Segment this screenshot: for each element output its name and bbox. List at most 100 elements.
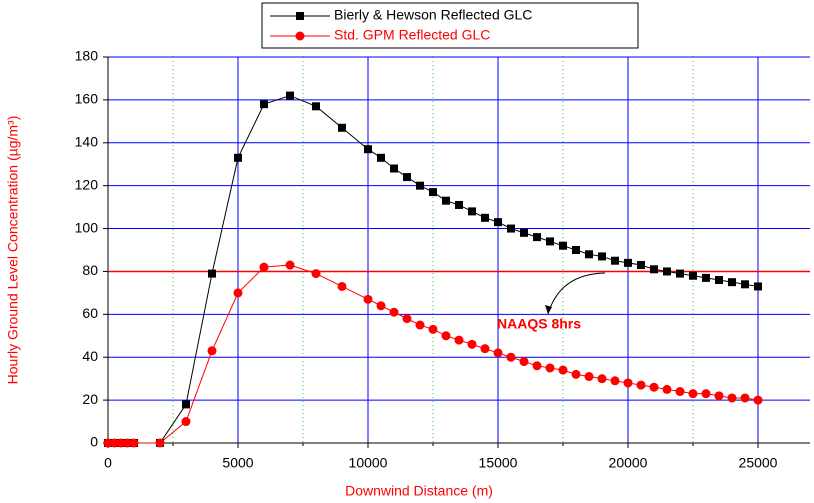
marker xyxy=(129,438,139,448)
marker xyxy=(532,361,542,371)
marker xyxy=(481,213,489,222)
marker xyxy=(123,438,132,448)
y-tick-label: 140 xyxy=(75,133,99,149)
marker xyxy=(402,314,412,324)
marker xyxy=(377,153,385,162)
marker xyxy=(637,261,645,270)
marker xyxy=(533,233,541,242)
legend-label: Std. GPM Reflected GLC xyxy=(334,27,490,43)
marker xyxy=(649,382,659,392)
marker xyxy=(753,395,763,405)
marker xyxy=(494,218,502,227)
marker xyxy=(337,281,347,291)
y-tick-label: 180 xyxy=(75,48,99,64)
y-tick-label: 100 xyxy=(75,219,99,235)
marker xyxy=(611,256,619,265)
marker xyxy=(467,339,477,349)
series-line xyxy=(108,264,759,444)
marker xyxy=(207,346,217,356)
y-tick-label: 160 xyxy=(75,91,99,107)
marker xyxy=(624,258,632,267)
marker xyxy=(650,265,658,274)
marker xyxy=(363,294,373,304)
marker xyxy=(558,365,568,375)
marker xyxy=(559,241,567,250)
marker xyxy=(389,307,399,317)
marker xyxy=(688,389,698,399)
marker xyxy=(727,393,737,403)
y-tick-label: 80 xyxy=(82,262,98,278)
legend-marker xyxy=(296,12,304,20)
y-tick-label: 60 xyxy=(82,305,98,321)
marker xyxy=(702,273,710,282)
marker xyxy=(597,374,607,384)
marker xyxy=(390,164,398,173)
marker xyxy=(714,391,724,401)
y-tick-label: 20 xyxy=(82,391,98,407)
arrow-head xyxy=(545,305,552,314)
marker xyxy=(364,145,372,154)
marker xyxy=(181,417,191,427)
legend-label: Bierly & Hewson Reflected GLC xyxy=(334,7,532,23)
marker xyxy=(285,260,295,270)
marker xyxy=(110,438,119,448)
x-tick-label: 25000 xyxy=(739,455,778,471)
marker xyxy=(740,393,750,403)
marker xyxy=(520,228,528,237)
marker xyxy=(260,100,268,109)
marker xyxy=(663,267,671,276)
y-tick-label: 120 xyxy=(75,176,99,192)
x-tick-label: 0 xyxy=(104,455,112,471)
x-tick-label: 5000 xyxy=(222,455,253,471)
marker xyxy=(376,301,386,311)
marker xyxy=(585,250,593,259)
marker xyxy=(507,224,515,233)
marker xyxy=(689,271,697,280)
marker xyxy=(415,320,425,330)
marker xyxy=(701,389,711,399)
marker xyxy=(636,380,646,390)
annotation-arrow xyxy=(547,272,606,315)
y-tick-label: 40 xyxy=(82,348,98,364)
marker xyxy=(259,262,269,272)
marker xyxy=(545,363,555,373)
marker xyxy=(675,387,685,397)
marker xyxy=(493,348,503,358)
legend-box xyxy=(261,2,639,49)
marker xyxy=(519,357,529,367)
x-tick-label: 15000 xyxy=(479,455,518,471)
marker xyxy=(546,237,554,246)
marker xyxy=(754,282,762,291)
marker xyxy=(441,331,451,341)
x-tick-label: 20000 xyxy=(609,455,648,471)
marker xyxy=(455,200,463,209)
marker xyxy=(234,153,242,162)
marker xyxy=(728,278,736,287)
marker xyxy=(338,123,346,132)
marker xyxy=(103,438,113,448)
marker xyxy=(442,196,450,205)
marker xyxy=(598,252,606,261)
marker xyxy=(182,400,190,409)
marker xyxy=(155,438,165,448)
marker xyxy=(312,102,320,111)
marker xyxy=(403,173,411,182)
marker xyxy=(286,91,294,100)
x-axis-label: Downwind Distance (m) xyxy=(345,483,493,499)
marker xyxy=(623,378,633,388)
x-tick-label: 10000 xyxy=(349,455,388,471)
marker xyxy=(662,384,672,394)
reference-label: NAAQS 8hrs xyxy=(497,316,581,332)
marker xyxy=(480,344,490,354)
marker xyxy=(610,376,620,386)
marker xyxy=(454,335,464,345)
marker xyxy=(584,372,594,382)
marker xyxy=(571,369,581,379)
marker xyxy=(208,269,216,278)
marker xyxy=(428,324,438,334)
marker xyxy=(506,352,516,362)
marker xyxy=(676,269,684,278)
y-axis-label: Hourly Ground Level Concentration (µg/m³… xyxy=(5,116,21,385)
